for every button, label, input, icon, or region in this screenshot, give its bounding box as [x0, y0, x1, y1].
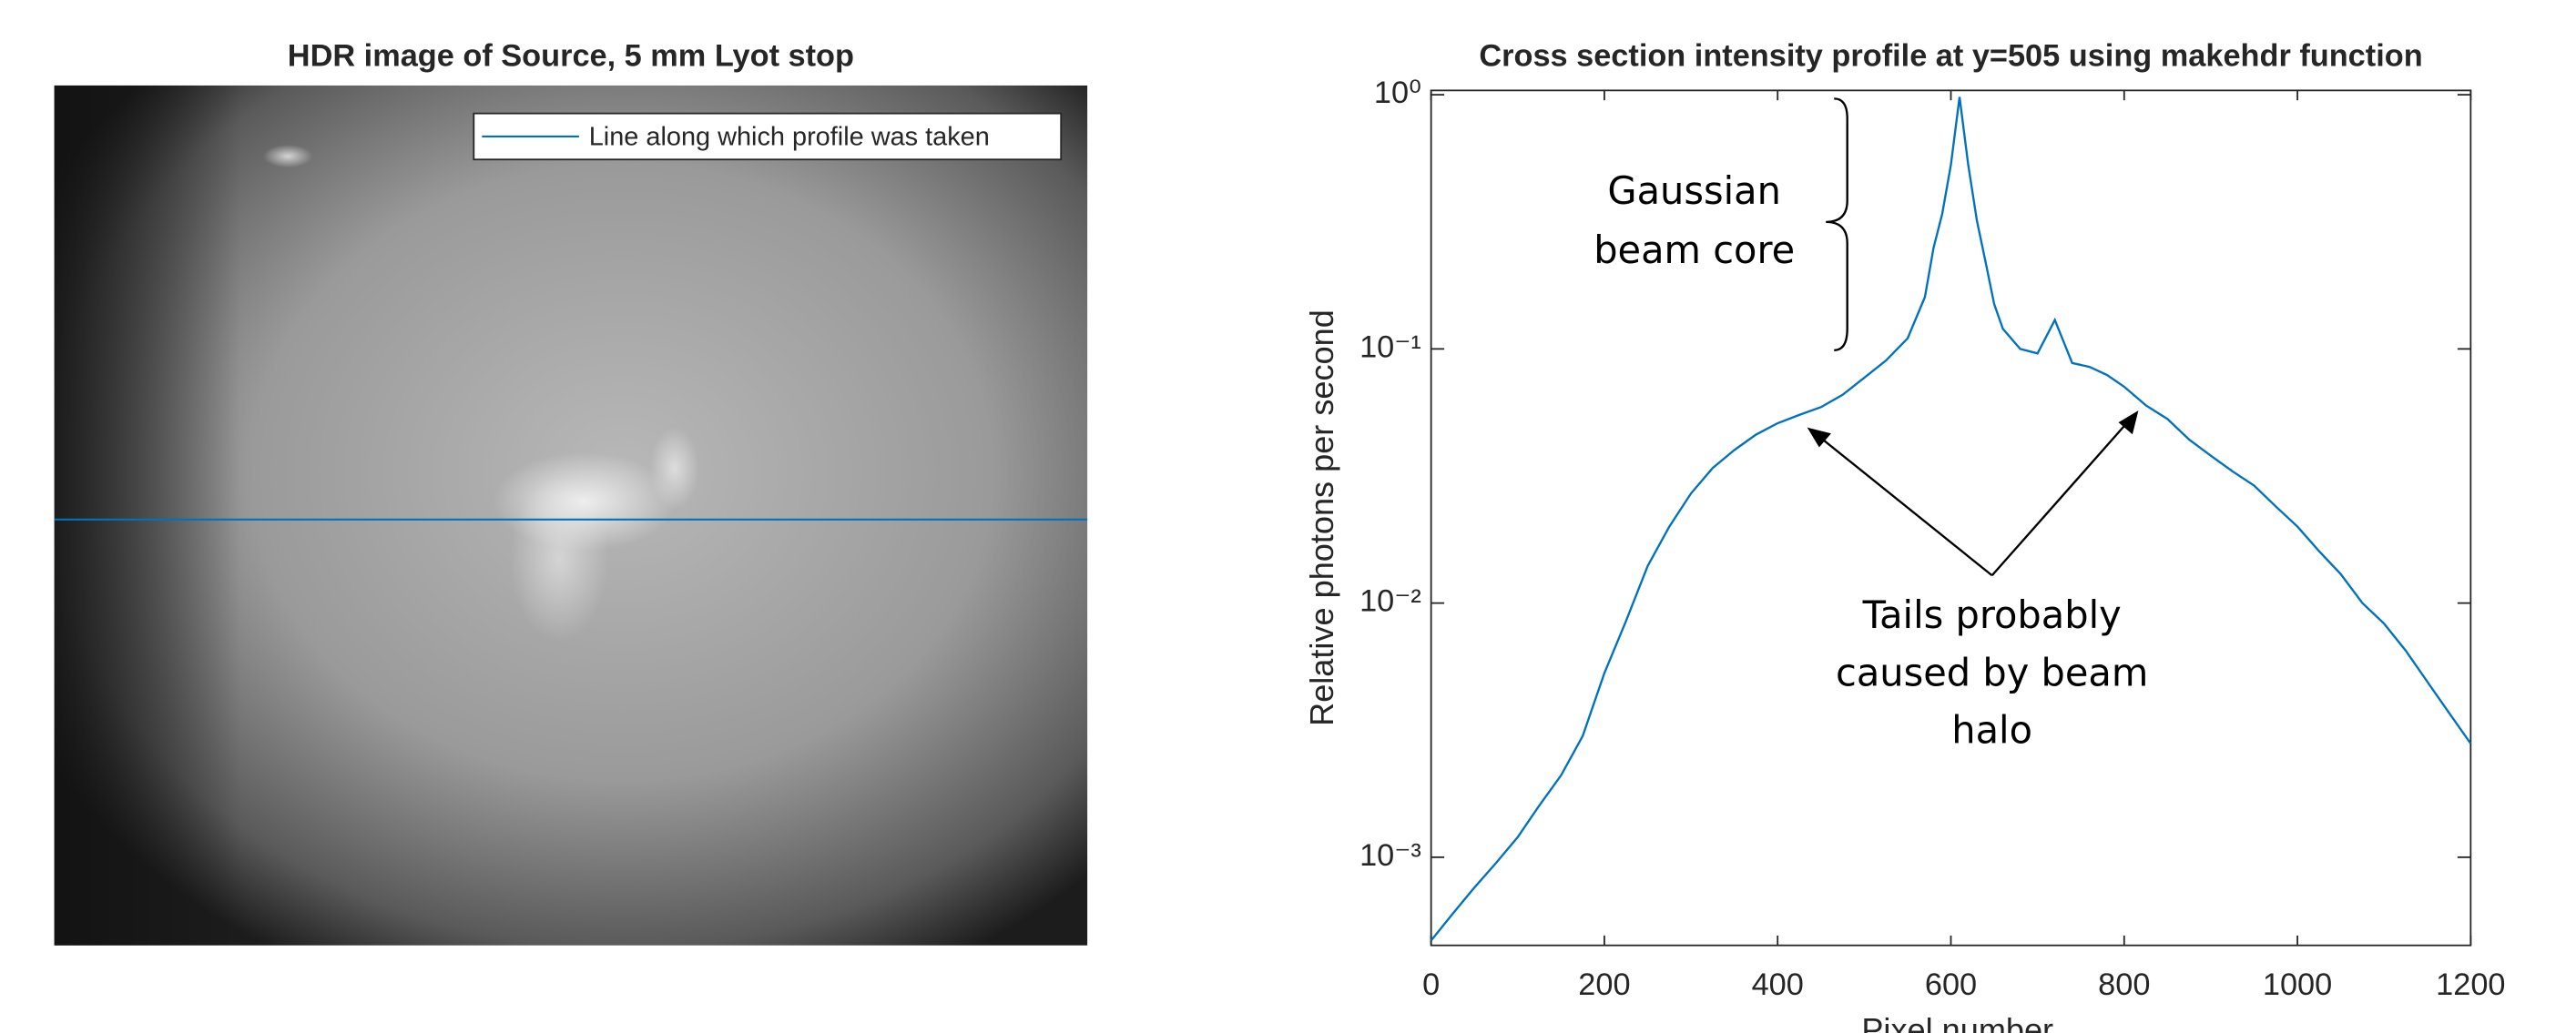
y-tick-label: 10⁻¹: [1359, 329, 1421, 364]
legend-label: Line along which profile was taken: [589, 122, 990, 151]
y-tick-label: 10⁻²: [1359, 584, 1421, 619]
arrows: [1807, 410, 2139, 577]
annotation: Gaussian: [1607, 168, 1781, 213]
chart-title: Cross section intensity profile at y=505…: [1479, 38, 2422, 73]
annotation: halo: [1951, 708, 2032, 753]
x-tick-label: 400: [1752, 967, 1804, 1002]
y-axis-label: Relative photons per second: [1303, 309, 1340, 726]
photo: [54, 85, 1088, 946]
brace: [1826, 97, 1848, 351]
annotation: Tails probably: [1862, 592, 2122, 637]
x-tick-label: 800: [2098, 967, 2150, 1002]
x-tick-label: 1200: [2436, 967, 2505, 1002]
image-title: HDR image of Source, 5 mm Lyot stop: [288, 38, 854, 73]
plot-area: [1430, 89, 2472, 947]
x-axis-label: Pixel number: [1861, 1011, 2053, 1033]
y-tick-label: 10⁻³: [1359, 838, 1421, 873]
annotation: beam core: [1593, 228, 1795, 272]
x-tick-label: 0: [1422, 967, 1440, 1002]
x-tick-label: 600: [1925, 967, 1977, 1002]
y-tick-label: 10⁰: [1374, 76, 1421, 110]
x-tick-label: 1000: [2263, 967, 2332, 1002]
profile-line: [1430, 96, 2472, 942]
legend: Line along which profile was taken: [473, 112, 1063, 161]
x-tick-label: 200: [1578, 967, 1630, 1002]
annotation: caused by beam: [1836, 650, 2148, 694]
